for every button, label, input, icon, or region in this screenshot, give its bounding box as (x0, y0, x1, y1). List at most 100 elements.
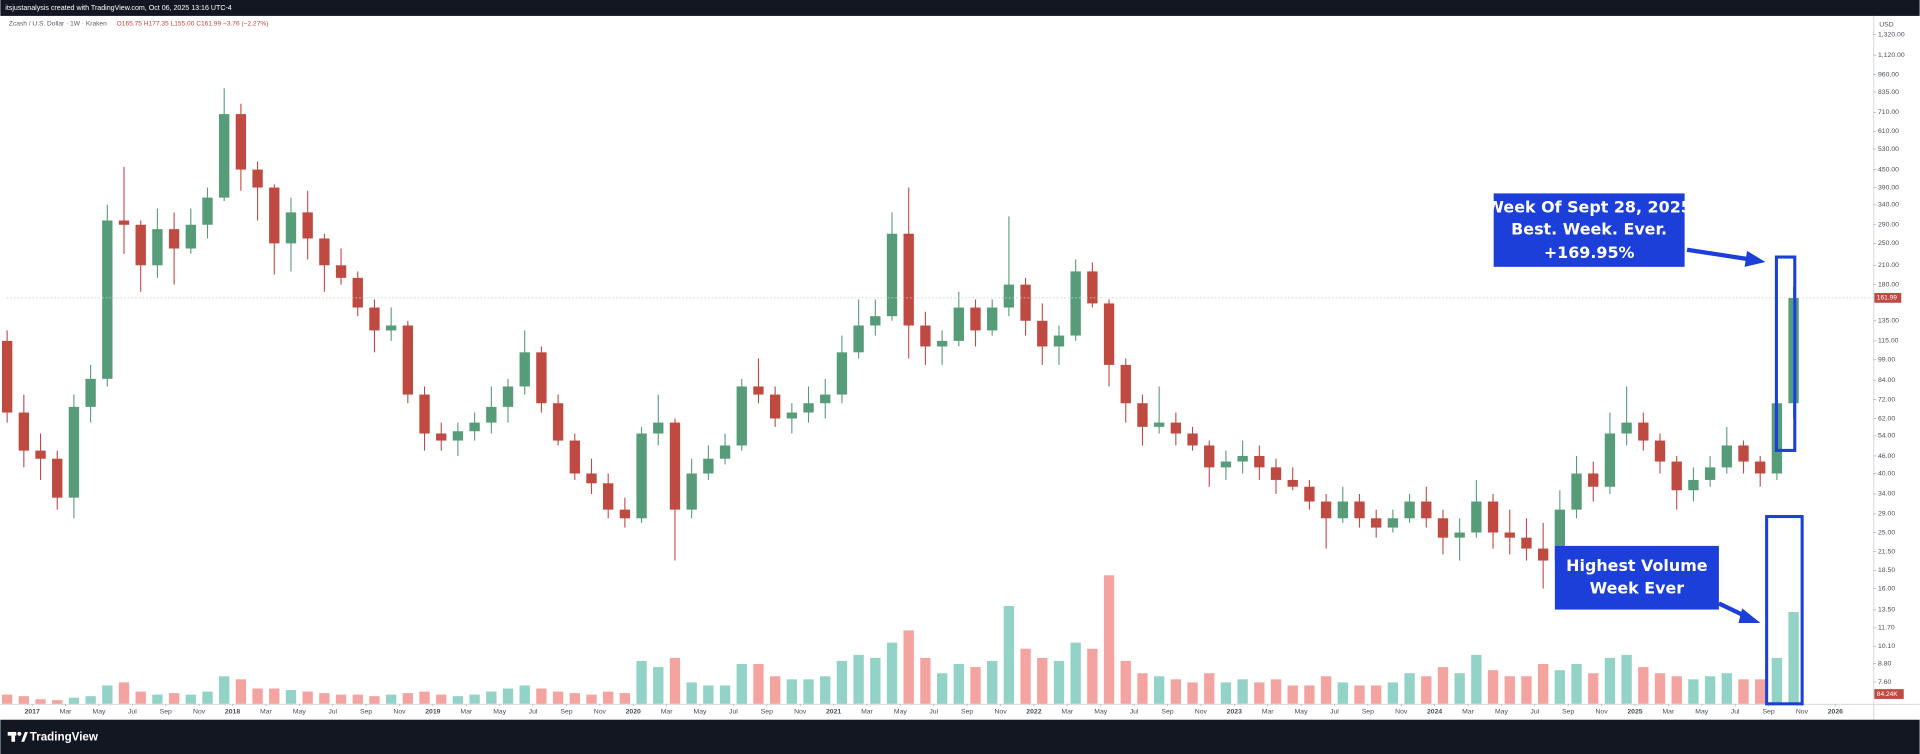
candle-body (1738, 445, 1749, 462)
x-tick-label: Mar (1662, 709, 1675, 716)
candle-body (719, 445, 731, 459)
x-tick-label: Nov (193, 709, 206, 716)
volume-bar (603, 691, 614, 704)
volume-bar (1137, 673, 1148, 704)
volume-bar (1053, 660, 1065, 704)
volume-bar (269, 688, 280, 704)
volume-bar (1237, 679, 1248, 704)
last-price-label: 161.99 (1877, 295, 1898, 302)
annotation-text: Week Of Sept 28, 2025 (1486, 198, 1691, 217)
candle-body (786, 412, 798, 419)
candle-body (853, 325, 864, 353)
symbol: Zcash / U.S. Dollar · 1W · Kraken (9, 21, 107, 28)
volume-bar (1170, 679, 1182, 704)
volume-bar (686, 682, 697, 704)
candle-body (35, 450, 46, 459)
last-price-box (1874, 292, 1902, 303)
candle-body (102, 220, 113, 379)
x-tick-label: Nov (794, 709, 807, 716)
volume-bar (519, 685, 530, 704)
candle-body (85, 378, 96, 407)
x-tick-label: 2018 (225, 709, 240, 716)
volume-bar (1070, 642, 1081, 704)
logo-shape (17, 731, 22, 736)
x-tick-label: Sep (1562, 709, 1574, 716)
volume-bar (452, 696, 464, 704)
candle-body (1170, 422, 1182, 434)
x-tick-label: Jul (929, 709, 938, 716)
candle-body (452, 431, 464, 441)
candle-body (920, 325, 931, 347)
candle-body (1037, 320, 1048, 347)
candle-body (903, 233, 914, 326)
candle-body (519, 352, 530, 387)
candle-body (1153, 422, 1165, 427)
candle-body (870, 316, 881, 326)
y-tick-label: 29.00 (1878, 511, 1895, 518)
volume-label-box (1874, 689, 1904, 699)
y-tick-label: 99.00 (1878, 357, 1895, 364)
volume-bar (1788, 612, 1799, 704)
x-tick-label: Sep (1762, 709, 1774, 716)
volume-bar (703, 685, 714, 704)
volume-bar (1704, 676, 1716, 704)
candle-body (469, 422, 480, 432)
candle-body (502, 386, 514, 407)
x-tick-label: Mar (460, 709, 473, 716)
ohlc: O165.75 H177.35 L155.00 C161.99 −3.76 (−… (117, 21, 269, 28)
y-tick-label: 8.80 (1878, 660, 1892, 667)
x-tick-label: Sep (1161, 709, 1173, 716)
candle-body (18, 412, 30, 451)
volume-bar (1320, 676, 1332, 704)
y-tick-label: 11.70 (1878, 625, 1895, 632)
axis-unit: USD (1879, 21, 1894, 28)
candle-body (436, 433, 447, 441)
candle-body (1638, 422, 1649, 441)
volume-bar (502, 688, 514, 704)
candle-body (736, 386, 747, 446)
volume-bar (1654, 673, 1666, 704)
candle-body (669, 422, 681, 510)
volume-bar (1120, 660, 1131, 704)
candle-body (753, 386, 764, 395)
volume-bar (1103, 575, 1115, 704)
y-tick-label: 1,320.00 (1878, 31, 1905, 38)
candle-body (552, 403, 564, 441)
volume-bar (352, 694, 363, 704)
x-tick-label: Nov (1796, 709, 1809, 716)
y-tick-label: 13.50 (1878, 607, 1895, 614)
x-tick-label: May (1094, 709, 1108, 716)
candle-body (987, 307, 998, 331)
volume-bar (85, 696, 96, 704)
candle-body (285, 212, 297, 244)
volume-bar (903, 630, 914, 704)
candle-body (486, 406, 497, 423)
candle-body (302, 212, 313, 239)
x-tick-label: Nov (1395, 709, 1408, 716)
candle-body (1237, 455, 1248, 462)
candle-body (586, 473, 597, 484)
y-tick-label: 84.00 (1878, 377, 1895, 384)
candle-body (168, 229, 180, 249)
x-tick-label: Jul (1731, 709, 1740, 716)
volume-bar (202, 691, 213, 704)
volume-bar (102, 685, 113, 704)
candle-body (636, 433, 647, 519)
volume-bar (1404, 673, 1415, 704)
x-tick-label: May (493, 709, 507, 716)
candle-body (820, 394, 831, 404)
annotation-text: Highest Volume (1566, 556, 1708, 575)
candle-body (769, 394, 781, 419)
volume-bar (419, 691, 430, 704)
y-tick-label: 180.00 (1878, 281, 1899, 288)
x-tick-label: Jul (1330, 709, 1339, 716)
volume-bar (870, 657, 881, 704)
x-tick-label: Jul (1130, 709, 1139, 716)
volume-bar (1270, 679, 1282, 704)
candle-body (1387, 518, 1399, 528)
x-tick-label: May (694, 709, 708, 716)
x-tick-label: Mar (1262, 709, 1275, 716)
annotation-box (1493, 193, 1685, 267)
volume-bar (385, 694, 397, 704)
